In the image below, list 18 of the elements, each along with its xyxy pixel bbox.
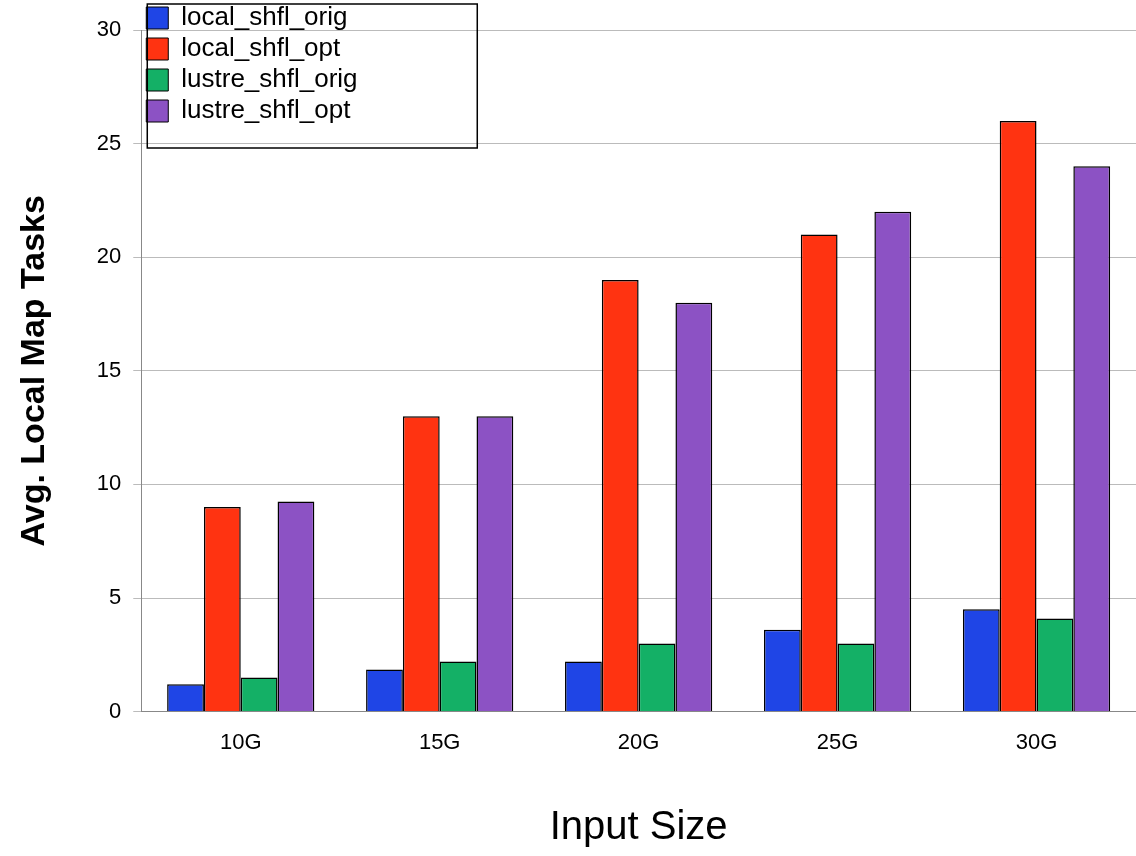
y-tick-label: 5 <box>109 584 122 610</box>
x-tick-label: 15G <box>418 728 461 754</box>
x-tick-label: 30G <box>1015 728 1058 754</box>
legend-label: local_shfl_opt <box>181 32 342 63</box>
y-tick-label: 20 <box>96 243 122 269</box>
y-tick-label: 30 <box>96 16 122 42</box>
legend-label: lustre_shfl_opt <box>181 94 352 125</box>
legend-label: lustre_shfl_orig <box>181 63 358 94</box>
y-tick-label: 10 <box>96 470 122 496</box>
y-tick-label: 0 <box>109 697 122 723</box>
y-axis-title: Avg. Local Map Tasks <box>12 195 51 547</box>
y-tick-label: 15 <box>96 356 122 382</box>
x-tick-label: 10G <box>219 728 262 754</box>
x-tick-label: 25G <box>816 728 859 754</box>
x-tick-label: 20G <box>617 728 660 754</box>
legend-label: local_shfl_orig <box>181 1 348 32</box>
y-tick-label: 25 <box>96 129 122 155</box>
x-axis-title: Input Size <box>549 803 728 848</box>
